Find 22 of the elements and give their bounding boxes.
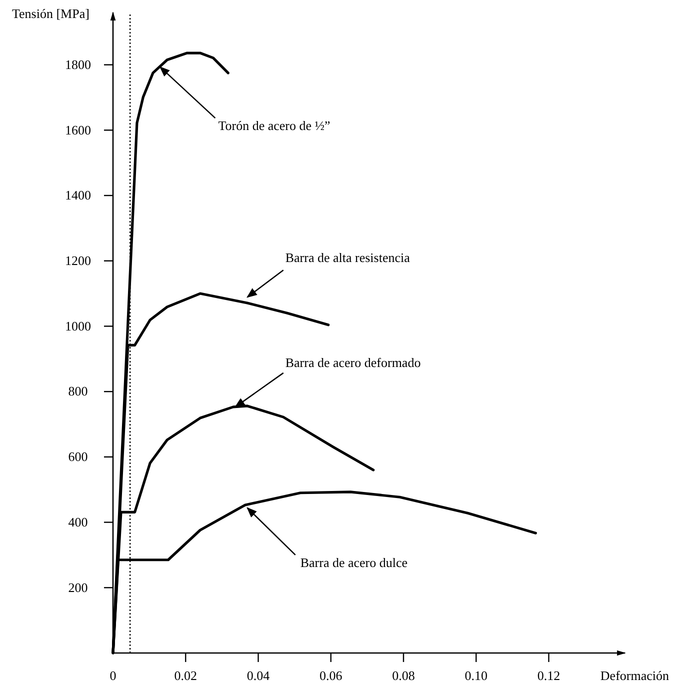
y-tick-label: 800 (68, 384, 88, 399)
x-tick-label: 0.10 (464, 668, 488, 684)
y-tick-label: 1000 (65, 318, 91, 334)
x-tick-label: 0 (110, 668, 116, 684)
y-tick-label: 600 (68, 449, 88, 464)
y-tick-label: 1200 (65, 253, 91, 268)
y-tick-label: 1800 (65, 56, 91, 72)
x-tick-label: 0.06 (319, 668, 343, 684)
y-tick-label: 1600 (65, 122, 91, 138)
annotation: Barra de alta resistencia (285, 250, 410, 266)
annotation: Barra de acero deformado (285, 354, 421, 370)
x-tick-label: 0.12 (537, 668, 560, 684)
annotation: Torón de acero de ½” (218, 118, 330, 134)
y-tick-label: 200 (68, 580, 88, 595)
x-tick-label: 0.02 (174, 668, 197, 684)
y-axis-title: Tensión [MPa] (12, 6, 90, 21)
x-tick-label: 0.04 (246, 668, 270, 684)
annotation: Barra de acero dulce (300, 554, 408, 570)
x-tick-label: 0.08 (392, 668, 415, 684)
x-axis-title: Deformación (600, 668, 670, 683)
y-tick-label: 400 (68, 514, 88, 530)
y-tick-label: 1400 (65, 188, 91, 203)
